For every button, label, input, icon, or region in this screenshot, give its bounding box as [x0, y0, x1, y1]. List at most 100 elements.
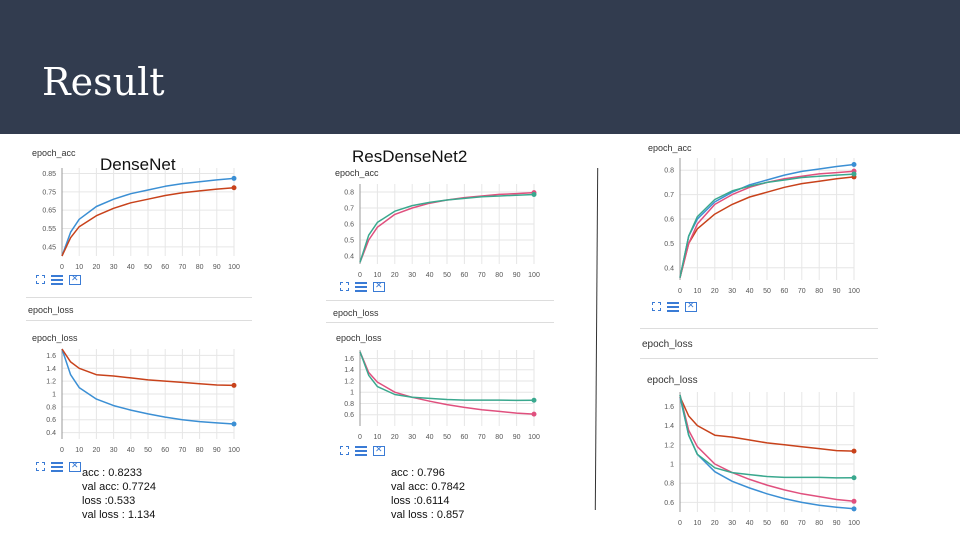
combined-loss-header: epoch_loss: [642, 339, 693, 350]
series-line-1: [359, 193, 535, 263]
series-end-point-0: [851, 506, 857, 512]
combined-acc-toolbar: [652, 298, 703, 312]
resdense-acc-toolbar: [340, 278, 391, 292]
series-end-point-1: [851, 448, 857, 454]
y-tick-label: 0.65: [42, 208, 56, 215]
series-line-1: [61, 186, 235, 257]
series-line-3: [679, 394, 855, 479]
x-tick-label: 100: [528, 272, 540, 279]
y-tick-label: 1.4: [664, 423, 674, 430]
expand-icon[interactable]: [36, 275, 45, 285]
series-line-3: [679, 173, 855, 278]
x-tick-label: 60: [781, 288, 789, 295]
x-tick-label: 30: [408, 272, 416, 279]
stat-val-acc: val acc: 0.7842: [391, 481, 465, 493]
x-tick-label: 10: [75, 447, 83, 454]
x-tick-label: 20: [391, 434, 399, 441]
stat-val-loss: val loss : 1.134: [82, 509, 156, 521]
fit-icon[interactable]: [373, 444, 385, 456]
y-tick-label: 1.2: [46, 379, 56, 386]
x-tick-label: 50: [763, 288, 771, 295]
x-tick-label: 40: [127, 264, 135, 271]
y-tick-label: 0.6: [46, 417, 56, 424]
list-icon[interactable]: [51, 274, 63, 285]
resdense-loss-header: epoch_loss: [333, 308, 379, 318]
fit-icon[interactable]: [685, 300, 697, 312]
x-tick-label: 20: [93, 447, 101, 454]
x-tick-label: 50: [443, 434, 451, 441]
y-tick-label: 0.8: [664, 481, 674, 488]
y-tick-label: 1.4: [344, 367, 354, 374]
resdense-separator-2: [326, 322, 554, 323]
series-line-0: [359, 351, 535, 415]
x-tick-label: 80: [196, 447, 204, 454]
y-tick-label: 0.55: [42, 226, 56, 233]
fit-icon[interactable]: [69, 273, 81, 285]
x-tick-label: 0: [358, 434, 362, 441]
densenet-name: DenseNet: [100, 155, 176, 174]
stat-val-acc: val acc: 0.7724: [82, 481, 156, 493]
list-icon[interactable]: [355, 281, 367, 292]
x-tick-label: 100: [848, 288, 860, 295]
series-line-2: [679, 394, 855, 503]
x-tick-label: 60: [161, 447, 169, 454]
x-tick-label: 70: [798, 520, 806, 527]
series-end-point-1: [231, 382, 237, 388]
x-tick-label: 40: [746, 288, 754, 295]
y-tick-label: 1.6: [664, 404, 674, 411]
x-tick-label: 80: [495, 434, 503, 441]
list-icon[interactable]: [667, 301, 679, 312]
x-tick-label: 50: [144, 264, 152, 271]
x-tick-label: 20: [711, 288, 719, 295]
densenet-loss-label: epoch_loss: [32, 333, 78, 343]
resdense_acc-svg: 0 10 20 30 40 50 60 70 80 90 100 0.4 0.5 0.6 0.7 0.8: [344, 184, 540, 279]
resdense-stats: acc : 0.796 val acc: 0.7842 loss :0.6114…: [391, 466, 465, 522]
densenet-loss-toolbar: [36, 458, 87, 472]
combined-loss-chart: 0 10 20 30 40 50 60 70 80 90 100 0.6 0.8 1 1.2 1.4 1.6: [640, 386, 866, 528]
resdense-acc-chart: 0 10 20 30 40 50 60 70 80 90 100 0.4 0.5 0.6 0.7 0.8: [330, 176, 546, 280]
resdense-loss-toolbar: [340, 442, 391, 456]
fit-icon[interactable]: [69, 460, 81, 472]
x-tick-label: 30: [728, 288, 736, 295]
column-divider: [594, 168, 599, 510]
series-line-1: [679, 176, 855, 278]
stat-loss: loss :0.6114: [391, 495, 450, 507]
combined-acc-chart: 0 10 20 30 40 50 60 70 80 90 100 0.4 0.5 0.6 0.7 0.8: [640, 152, 866, 296]
x-tick-label: 40: [426, 434, 434, 441]
series-line-1: [679, 396, 855, 452]
series-end-point-1: [231, 185, 237, 191]
y-tick-label: 0.4: [664, 265, 674, 272]
y-tick-label: 1: [350, 390, 354, 397]
x-tick-label: 90: [833, 288, 841, 295]
x-tick-label: 0: [678, 288, 682, 295]
expand-icon[interactable]: [652, 302, 661, 312]
expand-icon[interactable]: [36, 462, 45, 472]
x-tick-label: 80: [495, 272, 503, 279]
list-icon[interactable]: [355, 445, 367, 456]
list-icon[interactable]: [51, 461, 63, 472]
densenet-acc-chart: 0 10 20 30 40 50 60 70 80 90 100 0.45 0.55 0.65 0.75 0.…: [28, 160, 246, 272]
y-tick-label: 0.8: [46, 404, 56, 411]
densenet-loss-header: epoch_loss: [28, 305, 74, 315]
x-tick-label: 100: [848, 520, 860, 527]
x-tick-label: 10: [694, 520, 702, 527]
x-tick-label: 70: [478, 434, 486, 441]
stat-acc: acc : 0.796: [391, 467, 445, 479]
y-tick-label: 0.5: [664, 241, 674, 248]
series-end-point-2: [851, 498, 857, 504]
stat-loss: loss :0.533: [82, 495, 136, 507]
fit-icon[interactable]: [373, 280, 385, 292]
y-tick-label: 1.2: [344, 378, 354, 385]
x-tick-label: 0: [358, 272, 362, 279]
combined_acc-svg: 0 10 20 30 40 50 60 70 80 90 100 0.4 0.5 0.6 0.7 0.8: [664, 158, 860, 295]
combined-loss-label: epoch_loss: [647, 375, 698, 386]
x-tick-label: 70: [478, 272, 486, 279]
slide-header: Result: [0, 0, 960, 134]
y-tick-label: 0.75: [42, 189, 56, 196]
y-tick-label: 1.6: [46, 353, 56, 360]
expand-icon[interactable]: [340, 282, 349, 292]
series-line-0: [679, 163, 855, 278]
expand-icon[interactable]: [340, 446, 349, 456]
densenet_loss-svg: 0 10 20 30 40 50 60 70 80 90 100 0.4 0.6 0.8 1 1.2 1.4 1.…: [46, 348, 240, 454]
x-tick-label: 40: [746, 520, 754, 527]
